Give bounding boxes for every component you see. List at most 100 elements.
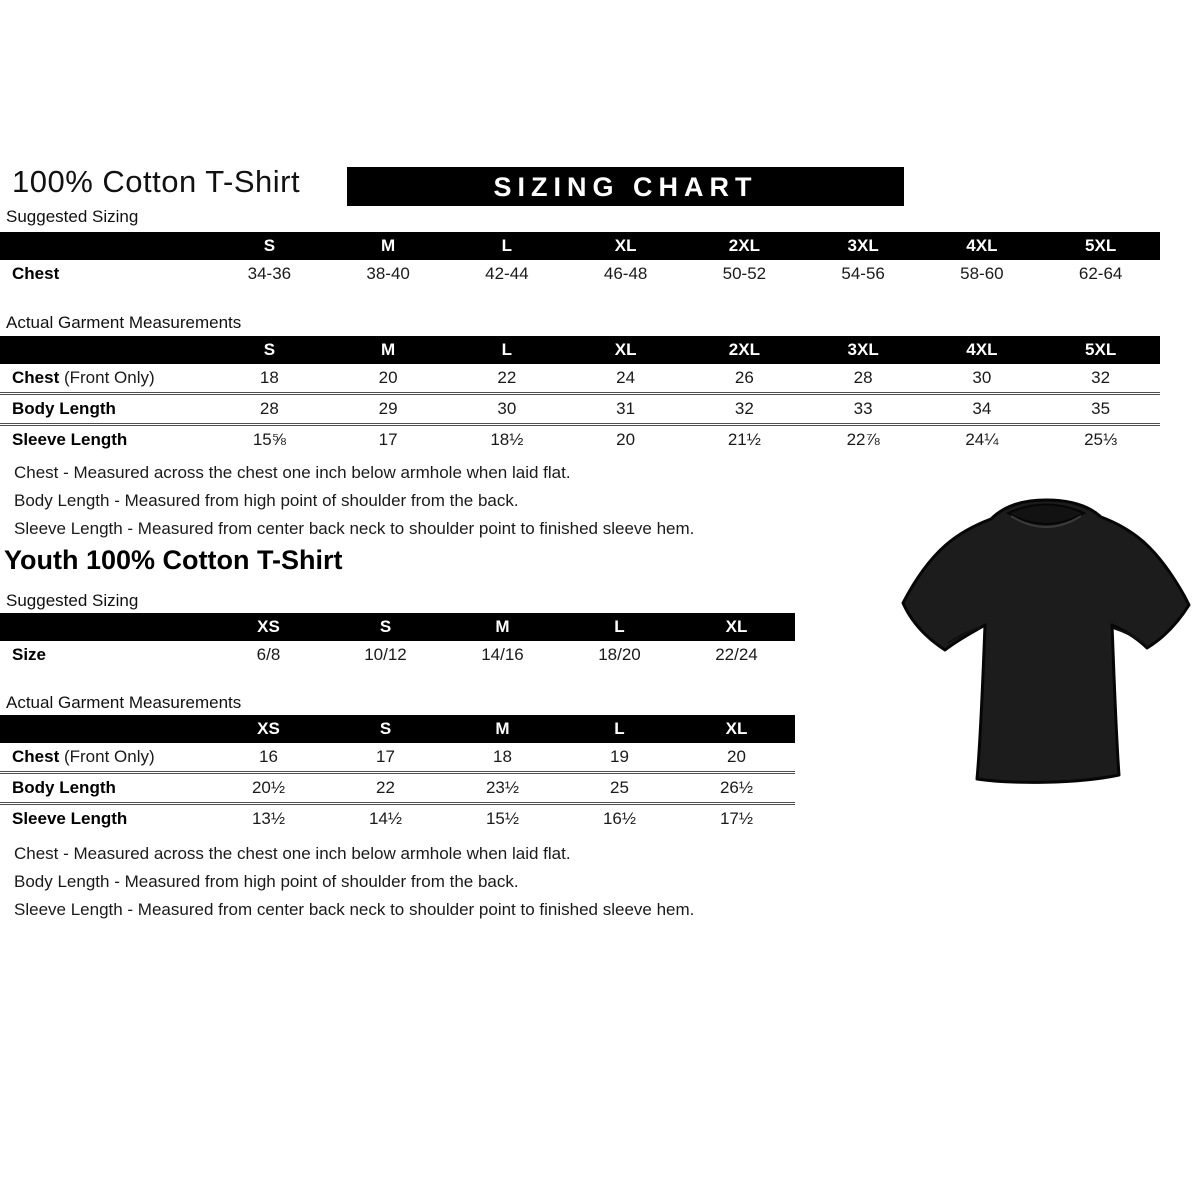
youth-suggested-sizing-label: Suggested Sizing: [6, 591, 139, 610]
row-label: Body Length: [0, 392, 210, 425]
table-cell: 22/24: [715, 645, 758, 664]
table-cell: 30: [972, 368, 992, 387]
header-spacer: [0, 613, 210, 641]
table-cell: 14/16: [481, 645, 524, 664]
column-header: S: [210, 336, 329, 364]
column-header: XL: [566, 232, 685, 260]
note-line: Sleeve Length - Measured from center bac…: [14, 900, 695, 919]
sizing-chart-banner: SIZING CHART: [347, 167, 904, 206]
table-cell: 17½: [678, 802, 795, 833]
column-header: S: [327, 715, 444, 743]
table-row: Body Length 20½ 22 23½ 25 26½: [0, 771, 795, 804]
column-header: 3XL: [803, 336, 923, 364]
table-cell: 38-40: [366, 264, 410, 283]
table-cell: 28: [210, 392, 329, 425]
note-line: Chest - Measured across the chest one in…: [14, 844, 571, 863]
table-cell: 18½: [447, 423, 567, 454]
column-header: S: [327, 613, 444, 641]
adult-actual-measurements-label: Actual Garment Measurements: [6, 313, 242, 332]
table-cell: 13½: [210, 802, 327, 833]
column-header: S: [210, 232, 329, 260]
table-row: Chest (Front Only) 18 20 22 24 26 28 30 32: [0, 364, 1160, 394]
table-cell: 29: [328, 392, 448, 425]
table-cell: 58-60: [960, 264, 1004, 283]
note-line: Chest - Measured across the chest one in…: [14, 463, 571, 482]
column-header: XL: [566, 336, 685, 364]
table-row: Size 6/8 10/12 14/16 18/20 22/24: [0, 641, 795, 669]
table-row: Body Length 28 29 30 31 32 33 34 35: [0, 392, 1160, 425]
column-header: 5XL: [1041, 232, 1160, 260]
table-row: Chest 34-36 38-40 42-44 46-48 50-52 54-56 58-60…: [0, 260, 1160, 288]
column-header: L: [561, 715, 678, 743]
column-header: L: [447, 232, 567, 260]
table-cell: 25⅓: [1041, 423, 1160, 454]
column-header: M: [328, 232, 448, 260]
youth-section-title: Youth 100% Cotton T-Shirt: [4, 545, 343, 575]
table-cell: 16: [259, 747, 278, 766]
table-cell: 34-36: [247, 264, 292, 283]
table-cell: 50-52: [722, 264, 767, 283]
adult-measurement-notes: Chest - Measured across the chest one in…: [14, 459, 694, 543]
tshirt-body: [901, 498, 1191, 784]
table-cell: 32: [1091, 368, 1111, 387]
column-header: XS: [210, 613, 327, 641]
youth-actual-measurements-table: XS S M L XL Chest (Front Only) 16 17 18 19 20 Body …: [0, 715, 795, 833]
note-line: Sleeve Length - Measured from center bac…: [14, 519, 695, 538]
table-cell: 15⅝: [210, 423, 329, 454]
table-cell: 35: [1041, 392, 1160, 425]
table-cell: 32: [685, 392, 804, 425]
table-cell: 46-48: [603, 264, 648, 283]
table-cell: 20: [566, 423, 685, 454]
column-header: 4XL: [922, 232, 1042, 260]
page-title: 100% Cotton T-Shirt: [12, 164, 301, 199]
table-cell: 18: [493, 747, 512, 766]
tshirt-sleeve-crease-right: [1112, 627, 1145, 644]
table-cell: 6/8: [256, 645, 281, 664]
table-cell: 30: [447, 392, 567, 425]
table-cell: 18: [259, 368, 279, 387]
black-tshirt-image: [893, 483, 1199, 805]
column-header: L: [561, 613, 678, 641]
table-cell: 20½: [210, 771, 327, 804]
table-row: Sleeve Length 15⅝ 17 18½ 20 21½ 22⅞ 24¼ 25⅓: [0, 423, 1160, 454]
table-row: Chest (Front Only) 16 17 18 19 20: [0, 743, 795, 773]
table-cell: 15½: [444, 802, 561, 833]
tshirt-sleeve-crease-left: [947, 626, 982, 644]
table-cell: 22: [497, 368, 517, 387]
table-cell: 23½: [444, 771, 561, 804]
youth-actual-measurements-label: Actual Garment Measurements: [6, 693, 242, 712]
table-cell: 31: [566, 392, 685, 425]
column-header: 2XL: [685, 336, 804, 364]
column-header: XL: [678, 715, 795, 743]
column-header: 3XL: [803, 232, 923, 260]
tshirt-icon: [901, 498, 1191, 784]
table-cell: 16½: [561, 802, 678, 833]
table-cell: 26: [734, 368, 754, 387]
column-header: XL: [678, 613, 795, 641]
note-line: Body Length - Measured from high point o…: [14, 872, 519, 891]
table-cell: 26½: [678, 771, 795, 804]
table-cell: 18/20: [598, 645, 641, 664]
adult-suggested-sizing-label: Suggested Sizing: [6, 207, 139, 226]
adult-suggested-sizing-table: S M L XL 2XL 3XL 4XL 5XL Chest 34-36 38-40 42-44 46-…: [0, 232, 1160, 288]
column-header: L: [447, 336, 567, 364]
row-label: Sleeve Length: [0, 802, 210, 833]
table-cell: 42-44: [485, 264, 529, 283]
table-cell: 62-64: [1078, 264, 1123, 283]
youth-measurement-notes: Chest - Measured across the chest one in…: [14, 840, 694, 924]
header-spacer: [0, 715, 210, 743]
tshirt-collar: [1005, 503, 1087, 525]
table-cell: 25: [561, 771, 678, 804]
table-cell: 21½: [685, 423, 804, 454]
column-header: 4XL: [922, 336, 1042, 364]
table-cell: 20: [378, 368, 398, 387]
table-cell: 24: [616, 368, 636, 387]
table-cell: 33: [803, 392, 923, 425]
column-header: M: [328, 336, 448, 364]
row-label: Chest: [12, 264, 60, 283]
table-cell: 14½: [327, 802, 444, 833]
column-header: XS: [210, 715, 327, 743]
table-cell: 22⅞: [803, 423, 923, 454]
row-label: Size: [12, 645, 47, 664]
